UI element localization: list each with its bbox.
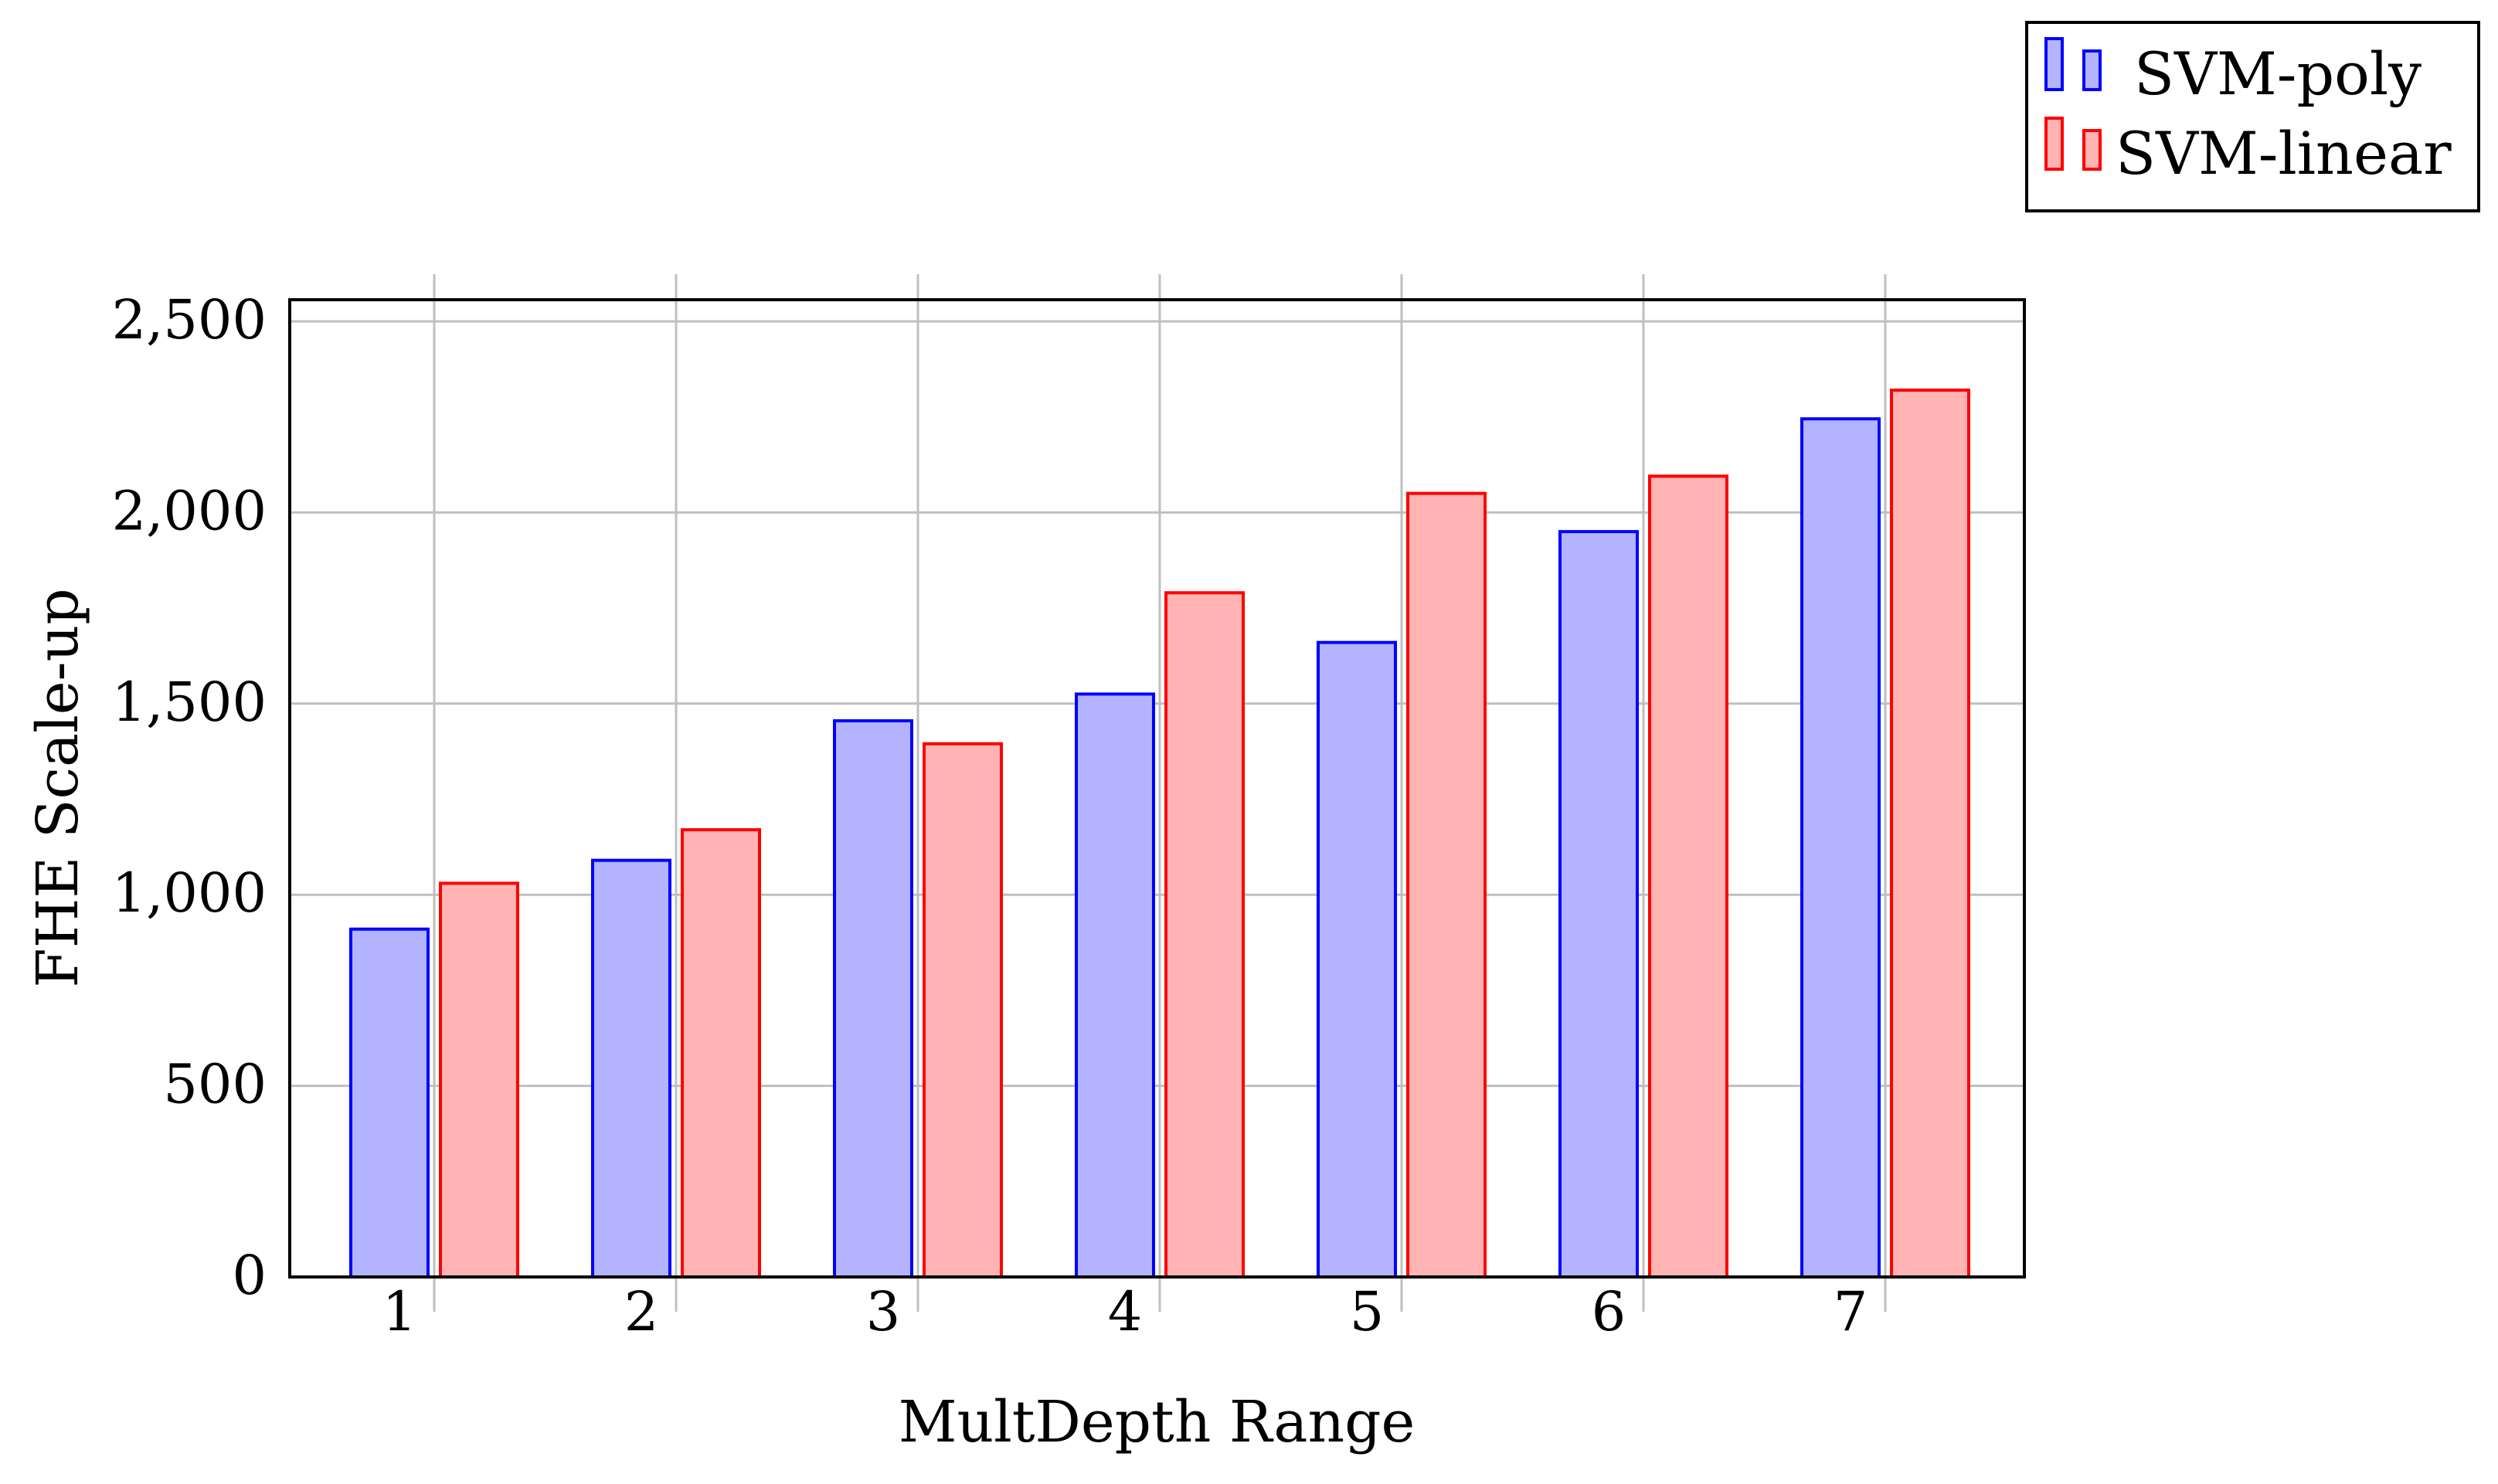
- x-tick-label-1: 1: [382, 1280, 417, 1343]
- tick-labels: 1 2 3 4 5 6 7 0 500 1,000 1,500 2,000 2,500: [112, 288, 1868, 1343]
- legend-swatch-svm-linear-a: [2044, 117, 2064, 171]
- legend-swatch-svm-linear-b: [2082, 129, 2102, 171]
- x-tick-label-4: 4: [1108, 1280, 1143, 1343]
- bar-svm-linear-7: [1890, 389, 1970, 1279]
- x-tick-label-5: 5: [1350, 1280, 1385, 1343]
- legend-swatch-svm-poly-b: [2082, 49, 2102, 91]
- x-axis-title: MultDepth Range: [899, 1389, 1416, 1455]
- bar-svm-linear-1: [439, 881, 519, 1279]
- legend-swatch-svm-poly-a: [2044, 37, 2064, 91]
- bar-svm-poly-5: [1317, 640, 1397, 1279]
- y-tick-label-500: 500: [163, 1053, 267, 1116]
- legend-label-svm-poly: SVM-poly: [2134, 39, 2422, 108]
- grid: [290, 274, 2024, 1312]
- bars: [349, 389, 1970, 1279]
- legend-box: [2025, 21, 2480, 212]
- bar-svm-linear-4: [1164, 591, 1245, 1279]
- bar-svm-linear-2: [681, 828, 761, 1279]
- bar-svm-poly-3: [833, 719, 913, 1279]
- y-tick-label-1,000: 1,000: [112, 861, 267, 925]
- bar-svm-poly-6: [1558, 530, 1639, 1279]
- plot-frame: [288, 298, 2026, 1279]
- y-tick-label-0: 0: [232, 1244, 267, 1307]
- bar-svm-linear-5: [1406, 491, 1487, 1279]
- legend: SVM-poly SVM-linear: [2025, 21, 2480, 212]
- y-tick-label-2,000: 2,000: [112, 479, 267, 542]
- bar-svm-poly-2: [591, 858, 671, 1279]
- bar-svm-linear-3: [923, 742, 1003, 1279]
- x-tick-label-7: 7: [1834, 1280, 1868, 1343]
- x-tick-label-2: 2: [624, 1280, 659, 1343]
- x-tick-label-3: 3: [866, 1280, 901, 1343]
- legend-label-svm-linear: SVM-linear: [2116, 119, 2452, 188]
- bar-svm-poly-1: [349, 927, 430, 1279]
- x-tick-label-6: 6: [1592, 1280, 1626, 1343]
- bar-svm-linear-6: [1648, 474, 1728, 1279]
- bar-svm-poly-7: [1800, 417, 1881, 1279]
- y-tick-label-2,500: 2,500: [112, 288, 267, 351]
- y-tick-label-1,500: 1,500: [112, 671, 267, 734]
- bar-svm-poly-4: [1075, 692, 1155, 1279]
- y-axis-title: FHE Scale-up: [25, 588, 91, 987]
